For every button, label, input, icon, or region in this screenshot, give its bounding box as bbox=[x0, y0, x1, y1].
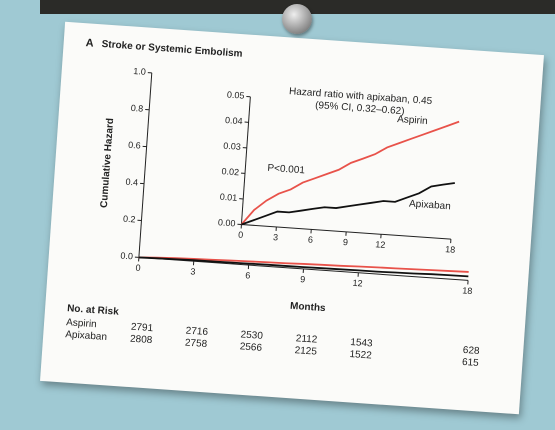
y-tick-label: 0.05 bbox=[227, 90, 245, 101]
risk-count: 1543 bbox=[350, 337, 373, 350]
risk-count: 2716 bbox=[185, 326, 208, 339]
figure-card: A Stroke or Systemic Embolism Cumulative… bbox=[40, 22, 544, 415]
y-tick-label: 0.0 bbox=[120, 251, 133, 262]
x-tick-label: 18 bbox=[462, 285, 473, 296]
risk-count: 1522 bbox=[349, 349, 372, 362]
risk-count: 2112 bbox=[295, 333, 318, 346]
risk-row-label: Aspirin bbox=[66, 317, 97, 330]
x-tick-label: 3 bbox=[273, 232, 279, 242]
annotation: P<0.001 bbox=[267, 163, 306, 177]
series-label: Aspirin bbox=[397, 114, 428, 127]
risk-title: No. at Risk bbox=[67, 303, 120, 318]
risk-count: 2808 bbox=[130, 334, 153, 347]
risk-count: 2566 bbox=[239, 341, 262, 354]
x-tick-label: 12 bbox=[352, 278, 363, 289]
x-tick-label: 0 bbox=[135, 263, 141, 273]
chart: A Stroke or Systemic Embolism Cumulative… bbox=[40, 22, 544, 415]
y-tick-label: 0.4 bbox=[125, 177, 138, 188]
page: A Stroke or Systemic Embolism Cumulative… bbox=[0, 0, 555, 430]
pin bbox=[282, 4, 312, 34]
risk-count: 615 bbox=[462, 357, 480, 369]
y-tick-label: 0.01 bbox=[219, 192, 237, 203]
y-tick-label: 0.02 bbox=[221, 166, 239, 177]
panel-label: A bbox=[85, 37, 94, 50]
risk-count: 628 bbox=[462, 345, 480, 357]
x-tick-label: 6 bbox=[245, 270, 251, 280]
risk-count: 2758 bbox=[185, 337, 208, 350]
x-tick-label: 3 bbox=[190, 266, 196, 276]
y-tick-label: 0.00 bbox=[218, 217, 236, 228]
y-tick-label: 1.0 bbox=[133, 66, 146, 77]
x-tick-label: 18 bbox=[445, 244, 456, 255]
y-axis bbox=[139, 73, 152, 258]
x-tick-label: 12 bbox=[375, 239, 386, 250]
x-axis-label: Months bbox=[290, 301, 327, 314]
risk-count: 2530 bbox=[240, 329, 263, 342]
chart-title: Stroke or Systemic Embolism bbox=[101, 39, 243, 60]
y-tick-label: 0.03 bbox=[223, 141, 241, 152]
risk-row-label: Apixaban bbox=[65, 329, 107, 343]
risk-count: 2125 bbox=[294, 345, 317, 358]
y-tick-label: 0.2 bbox=[123, 214, 136, 225]
series-label: Apixaban bbox=[409, 198, 451, 212]
x-tick-label: 0 bbox=[238, 230, 244, 240]
y-axis-label: Cumulative Hazard bbox=[99, 118, 116, 209]
y-tick-label: 0.04 bbox=[225, 115, 243, 126]
x-tick-label: 6 bbox=[308, 235, 314, 245]
y-tick-label: 0.6 bbox=[128, 140, 141, 151]
risk-count: 2791 bbox=[130, 322, 153, 335]
x-tick-label: 9 bbox=[300, 274, 306, 284]
x-tick-label: 9 bbox=[343, 237, 349, 247]
y-tick-label: 0.8 bbox=[130, 103, 143, 114]
